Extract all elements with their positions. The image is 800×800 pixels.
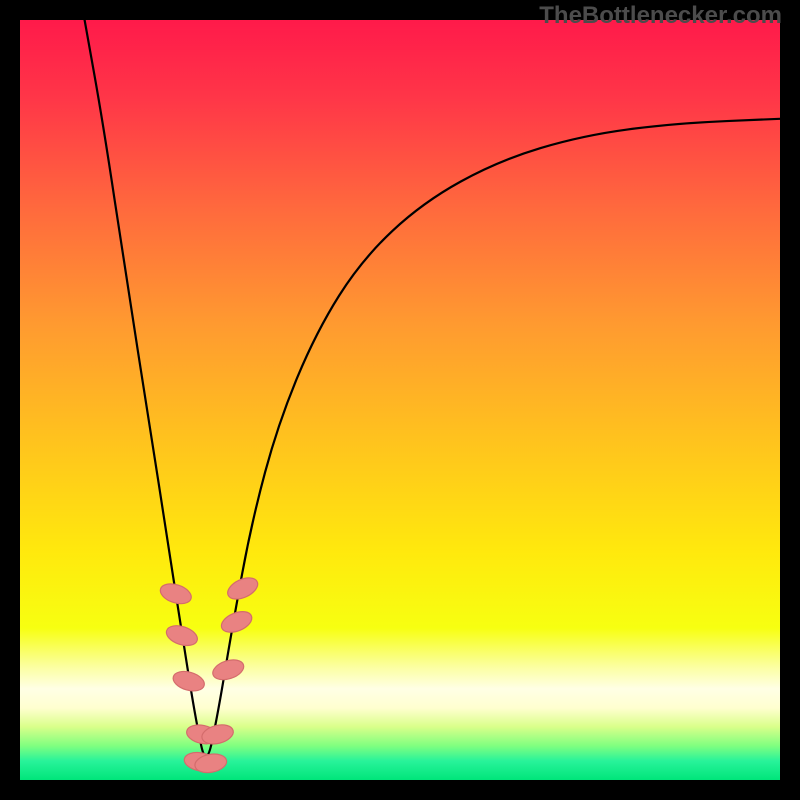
chart-frame: TheBottlenecker.com (0, 0, 800, 800)
chart-background (20, 20, 780, 780)
watermark-text: TheBottlenecker.com (539, 2, 782, 30)
bottleneck-chart (0, 0, 800, 800)
